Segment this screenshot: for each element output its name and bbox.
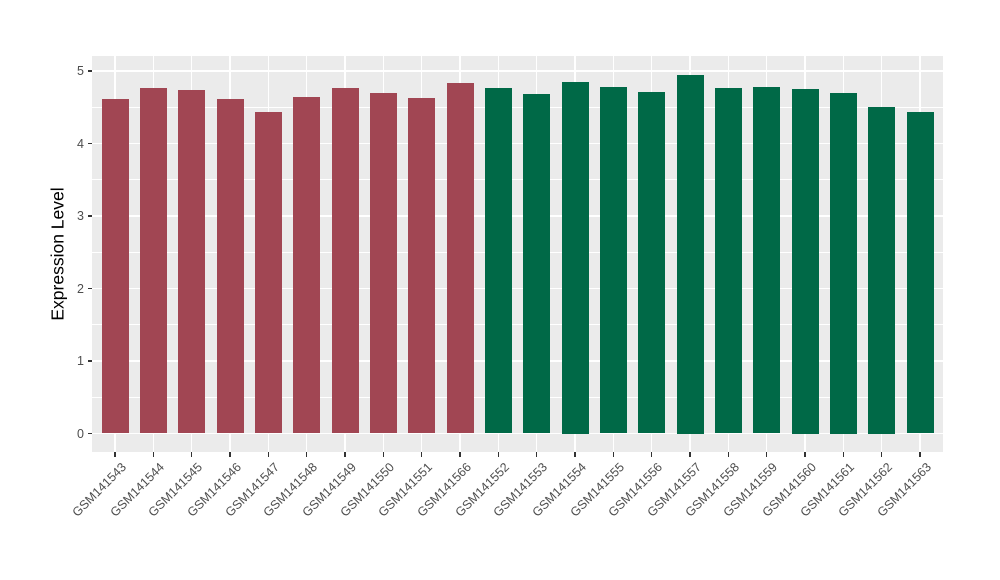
bar-GSM141557: [676, 74, 704, 434]
x-axis-tick: [804, 452, 806, 457]
x-axis-tick: [114, 452, 116, 457]
gridline-horizontal-major: [92, 360, 943, 362]
y-tick-label: 1: [77, 354, 84, 368]
x-axis-tick: [420, 452, 423, 457]
x-axis-tick: [459, 452, 461, 457]
bar-GSM141553: [523, 94, 551, 434]
bar-GSM141548: [293, 97, 321, 434]
bar-GSM141561: [829, 92, 857, 434]
bar-GSM141556: [638, 92, 666, 434]
y-axis-tick: [88, 360, 92, 362]
x-axis-tick: [727, 452, 730, 457]
y-axis-tick: [88, 70, 92, 72]
gridline-horizontal-major: [92, 70, 943, 72]
bar-GSM141551: [408, 97, 436, 434]
y-tick-label: 0: [77, 426, 84, 441]
bar-GSM141546: [216, 99, 244, 434]
bar-GSM141558: [714, 87, 742, 434]
bar-GSM141555: [599, 86, 627, 434]
x-axis-tick: [689, 452, 691, 457]
bar-GSM141547: [254, 111, 282, 434]
x-axis-tick: [190, 452, 193, 457]
bar-GSM141549: [331, 88, 359, 434]
y-axis-tick: [88, 432, 92, 435]
gridline-horizontal-minor: [92, 251, 943, 253]
bar-GSM141545: [178, 89, 206, 434]
gridline-horizontal-minor: [92, 396, 943, 398]
gridline-horizontal-major: [92, 142, 943, 145]
gridline-horizontal-minor: [92, 179, 943, 181]
x-axis-tick: [497, 452, 500, 457]
y-tick-label: 2: [77, 281, 84, 296]
x-axis-tick: [344, 452, 346, 457]
x-axis-tick: [612, 452, 615, 457]
bar-GSM141552: [484, 87, 512, 434]
bar-GSM141560: [791, 89, 819, 434]
gridline-horizontal-minor: [92, 106, 943, 108]
bar-GSM141566: [446, 83, 474, 434]
y-axis-tick: [88, 215, 92, 217]
x-axis-tick: [842, 452, 845, 457]
x-axis-tick: [919, 452, 921, 457]
x-axis-tick: [880, 452, 883, 457]
x-axis-tick: [267, 452, 270, 457]
bar-GSM141562: [868, 107, 896, 434]
x-axis-tick: [229, 452, 231, 457]
bar-GSM141554: [561, 81, 589, 434]
y-tick-label: 4: [77, 136, 84, 151]
gridline-horizontal-major: [92, 432, 943, 435]
bar-GSM141544: [139, 87, 167, 434]
x-axis-tick: [650, 452, 653, 457]
x-axis-tick: [574, 452, 576, 457]
y-axis-tick: [88, 287, 92, 290]
x-axis-tick: [152, 452, 155, 457]
gridline-horizontal-minor: [92, 324, 943, 326]
bar-GSM141550: [369, 93, 397, 434]
y-axis-title: Expression Level: [47, 187, 68, 321]
plot-panel: [92, 56, 943, 452]
x-axis-tick: [305, 452, 308, 457]
bar-GSM141559: [753, 86, 781, 434]
x-axis-tick: [535, 452, 538, 457]
y-axis-tick: [88, 142, 92, 145]
bar-GSM141543: [101, 98, 129, 434]
gridline-horizontal-major: [92, 287, 943, 290]
gridline-horizontal-major: [92, 215, 943, 217]
bar-GSM141563: [906, 111, 934, 434]
x-axis-tick: [382, 452, 385, 457]
x-axis-tick: [765, 452, 768, 457]
y-tick-label: 3: [77, 209, 84, 223]
y-tick-label: 5: [77, 64, 84, 78]
